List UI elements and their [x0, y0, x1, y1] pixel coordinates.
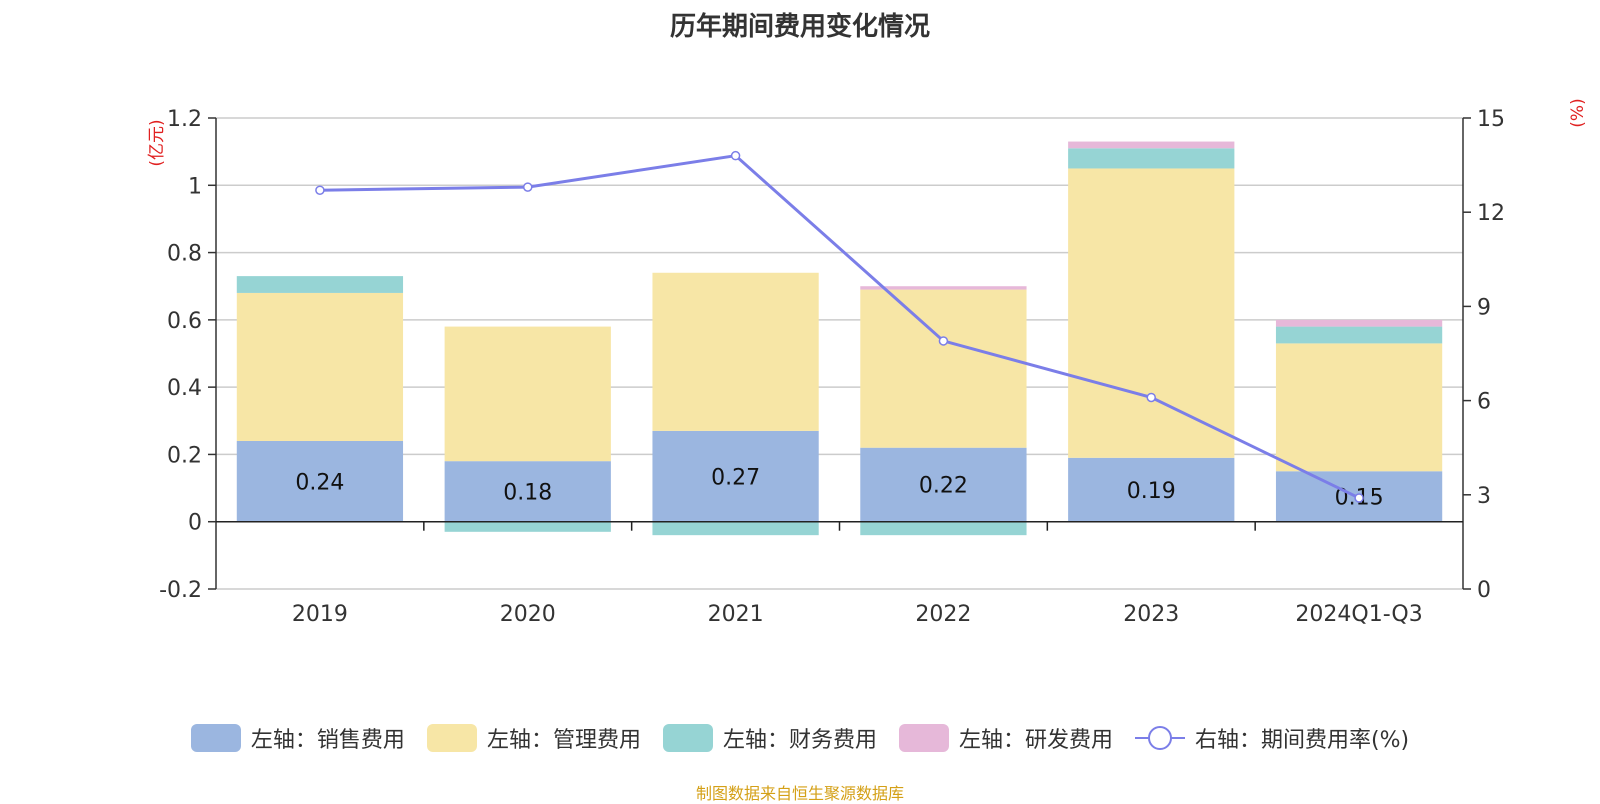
bar-segment-2-0: [236, 276, 404, 293]
bar-segment-2-5: [1275, 326, 1443, 344]
source-note: 制图数据来自恒生聚源数据库: [695, 784, 904, 803]
right-axis-unit-label: (%): [1568, 98, 1588, 127]
legend-item-finance[interactable]: 左轴：财务费用: [662, 722, 877, 754]
bar-segment-2-4: [1068, 148, 1235, 169]
legend-label-sales: 左轴：销售费用: [250, 728, 405, 753]
left-axis-tick-label: 0.2: [167, 443, 202, 468]
right-axis-tick-label: 15: [1477, 107, 1505, 132]
bar-segment-2-3: [860, 521, 1027, 536]
left-axis-tick-label: 0.6: [167, 309, 202, 334]
x-axis-category-label: 2019: [292, 602, 348, 627]
legend-label-rnd: 左轴：研发费用: [958, 728, 1113, 753]
x-axis-category-label: 2023: [1123, 602, 1179, 627]
legend-swatch-expense-rate: [1134, 724, 1185, 752]
bar-segment-1-3: [860, 289, 1027, 448]
chart-title: 历年期间费用变化情况: [669, 12, 930, 42]
bar-segment-1-2: [652, 272, 819, 431]
legend-label-expense-rate: 右轴：期间费用率(%): [1194, 728, 1410, 753]
right-axis-tick-label: 12: [1477, 201, 1505, 226]
legend-label-finance: 左轴：财务费用: [722, 728, 877, 753]
legend-item-expense-rate[interactable]: 右轴：期间费用率(%): [1134, 722, 1410, 754]
expense-rate-point: [730, 150, 741, 161]
right-axis-tick-label: 0: [1477, 578, 1491, 603]
left-axis-tick-label: 0: [188, 511, 202, 536]
bar-segment-1-4: [1068, 168, 1235, 458]
left-axis-tick-label: 1.2: [167, 107, 202, 132]
legend: 左轴：销售费用 左轴：管理费用 左轴：财务费用 左轴：研发费用 右轴：期间费用率…: [0, 722, 1600, 754]
bar-segment-1-1: [444, 326, 611, 462]
left-axis-tick-label: 0.4: [167, 376, 202, 401]
bar-segment-0-4: [1068, 457, 1235, 522]
data-label-sales: 0.22: [919, 474, 968, 499]
legend-swatch-sales: [190, 724, 241, 752]
data-label-sales: 0.19: [1127, 479, 1176, 504]
left-axis-unit-label: (亿元): [147, 119, 167, 166]
expense-rate-point: [1354, 493, 1364, 503]
bar-segment-1-5: [1275, 343, 1443, 472]
expense-rate-point: [523, 182, 533, 192]
bar-segment-2-1: [444, 521, 611, 532]
legend-item-rnd[interactable]: 左轴：研发费用: [898, 722, 1113, 754]
bar-segment-1-0: [236, 292, 404, 441]
data-label-sales: 0.18: [503, 480, 552, 505]
left-axis-tick-label: 1: [188, 174, 202, 199]
legend-swatch-rnd: [898, 724, 949, 752]
x-axis-category-label: 2024Q1-Q3: [1295, 602, 1422, 627]
legend-item-sales[interactable]: 左轴：销售费用: [190, 722, 405, 754]
x-axis-category-label: 2021: [708, 602, 764, 627]
legend-item-admin[interactable]: 左轴：管理费用: [426, 722, 641, 754]
left-axis-tick-label: -0.2: [159, 578, 202, 603]
x-axis-category-label: 2022: [915, 602, 971, 627]
bar-segment-0-1: [444, 461, 611, 522]
bar-segment-0-2: [652, 430, 819, 522]
legend-label-admin: 左轴：管理费用: [486, 728, 641, 753]
right-axis-tick-label: 9: [1477, 295, 1491, 320]
bar-segment-3-3: [860, 286, 1027, 290]
expense-rate-point: [1146, 392, 1156, 403]
expense-rate-line: [319, 154, 1360, 500]
legend-swatch-finance: [662, 724, 713, 752]
bar-segment-0-0: [236, 440, 404, 522]
bar-segment-3-4: [1068, 141, 1235, 149]
right-axis-tick-label: 6: [1477, 390, 1491, 415]
expense-rate-point: [938, 336, 949, 346]
bar-segment-3-5: [1275, 319, 1443, 327]
data-label-sales: 0.24: [295, 470, 344, 495]
bar-segment-2-2: [652, 521, 819, 536]
left-axis-tick-label: 0.8: [167, 242, 202, 267]
bar-segment-0-3: [860, 447, 1027, 522]
data-label-sales: 0.27: [711, 465, 760, 490]
legend-swatch-admin: [426, 724, 477, 752]
right-axis-tick-label: 3: [1477, 484, 1491, 509]
x-axis-category-label: 2020: [500, 602, 556, 627]
expense-rate-point: [315, 185, 325, 195]
